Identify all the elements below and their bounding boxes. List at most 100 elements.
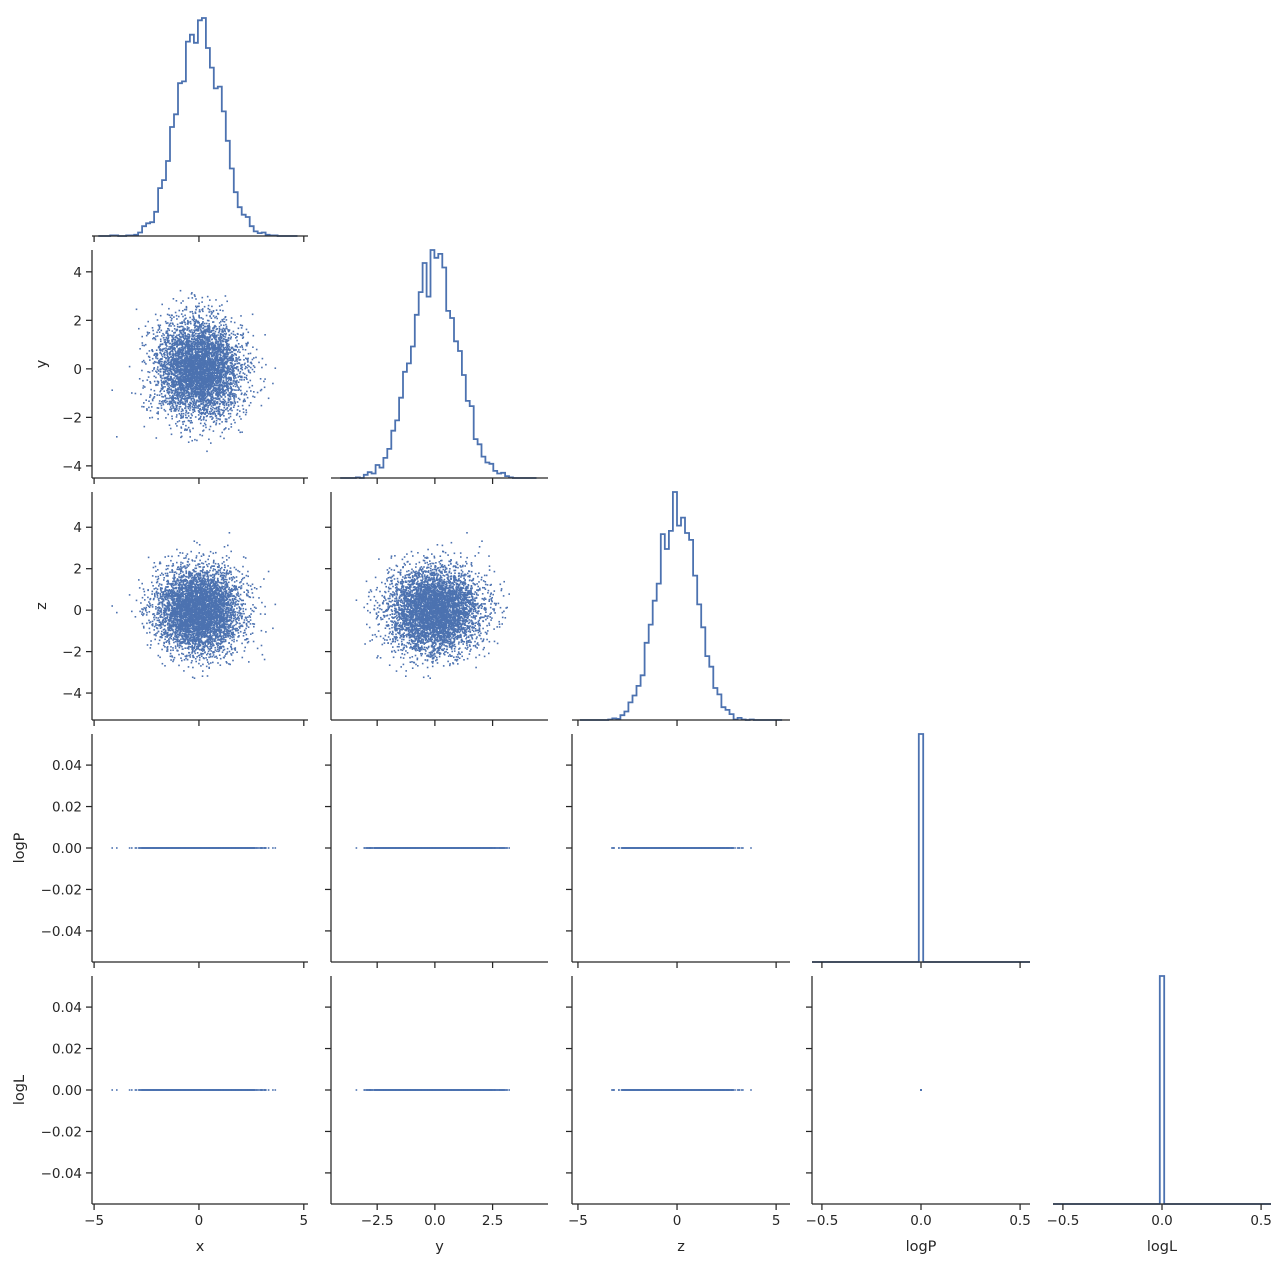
- scatter-point: [254, 371, 256, 373]
- scatter-point: [176, 406, 178, 408]
- scatter-point: [225, 396, 227, 398]
- scatter-point: [163, 390, 165, 392]
- scatter-point: [262, 358, 264, 360]
- scatter-point: [169, 424, 171, 426]
- scatter-point: [188, 415, 190, 417]
- scatter-point: [157, 384, 159, 386]
- scatter-point: [190, 417, 192, 419]
- scatter-point: [247, 382, 249, 384]
- scatter-point: [147, 371, 149, 373]
- scatter-point: [216, 318, 218, 320]
- scatter-point: [176, 300, 178, 302]
- scatter-point: [247, 397, 249, 399]
- scatter-point: [242, 347, 244, 349]
- scatter-point: [208, 413, 210, 415]
- scatter-point: [158, 382, 160, 384]
- scatter-point: [161, 304, 163, 306]
- scatter-point: [204, 323, 206, 325]
- scatter-point: [152, 327, 154, 329]
- scatter-point: [148, 376, 150, 378]
- scatter-point: [198, 303, 200, 305]
- scatter-point: [238, 429, 240, 431]
- scatter-point: [240, 371, 242, 373]
- scatter-point: [240, 386, 242, 388]
- scatter-point: [177, 326, 179, 328]
- scatter-point: [161, 330, 163, 332]
- scatter-point: [176, 416, 178, 418]
- scatter-point: [169, 314, 171, 316]
- scatter-point: [236, 374, 238, 376]
- scatter-point: [185, 414, 187, 416]
- scatter-point: [146, 409, 148, 411]
- scatter-point: [209, 299, 211, 301]
- scatter-point: [187, 320, 189, 322]
- scatter-point: [228, 417, 230, 419]
- scatter-point: [111, 389, 113, 391]
- scatter-point: [144, 362, 146, 364]
- scatter-point: [228, 428, 230, 430]
- scatter-point: [180, 290, 182, 292]
- scatter-point: [235, 349, 237, 351]
- scatter-point: [216, 338, 218, 340]
- histogram-x: [98, 18, 297, 236]
- scatter-point: [116, 436, 118, 438]
- scatter-point: [163, 404, 165, 406]
- scatter-point: [211, 317, 213, 319]
- scatter-point: [184, 357, 186, 359]
- scatter-point: [231, 410, 233, 412]
- scatter-point: [141, 336, 143, 338]
- scatter-point: [147, 321, 149, 323]
- scatter-point: [241, 327, 243, 329]
- scatter-point: [220, 342, 222, 344]
- scatter-point: [144, 386, 146, 388]
- scatter-point: [233, 331, 235, 333]
- scatter-point: [233, 406, 235, 408]
- scatter-point: [208, 439, 210, 441]
- scatter-point: [216, 422, 218, 424]
- scatter-point: [180, 432, 182, 434]
- scatter-point: [162, 396, 164, 398]
- scatter-point: [226, 347, 228, 349]
- scatter-point: [188, 441, 190, 443]
- scatter-point: [149, 350, 151, 352]
- scatter-point: [177, 421, 179, 423]
- scatter-point: [238, 349, 240, 351]
- scatter-point: [154, 376, 156, 378]
- scatter-point: [131, 392, 133, 394]
- scatter-point: [207, 412, 209, 414]
- scatter-point: [158, 373, 160, 375]
- scatter-point: [203, 402, 205, 404]
- scatter-point: [231, 423, 233, 425]
- scatter-point: [168, 346, 170, 348]
- scatter-point: [188, 297, 190, 299]
- scatter-point: [223, 410, 225, 412]
- scatter-point: [228, 380, 230, 382]
- scatter-point: [230, 321, 232, 323]
- histogram-step-x: [98, 18, 297, 236]
- scatter-point: [155, 377, 157, 379]
- scatter-point: [224, 321, 226, 323]
- scatter-point: [165, 347, 167, 349]
- scatter-point: [201, 325, 203, 327]
- scatter-point: [242, 325, 244, 327]
- scatter-point: [162, 402, 164, 404]
- scatter-point: [191, 413, 193, 415]
- scatter-point: [141, 406, 143, 408]
- scatter-point: [219, 305, 221, 307]
- scatter-point: [208, 305, 210, 307]
- scatter-point: [209, 416, 211, 418]
- scatter-point: [225, 336, 227, 338]
- scatter-point: [253, 357, 255, 359]
- scatter-point: [169, 367, 171, 369]
- panel-x-vs-x: [92, 18, 308, 242]
- scatter-point: [235, 334, 237, 336]
- scatter-point: [223, 325, 225, 327]
- scatter-point: [153, 363, 155, 365]
- scatter-point: [241, 379, 243, 381]
- scatter-point: [250, 380, 252, 382]
- scatter-point: [220, 309, 222, 311]
- scatter-point: [215, 411, 217, 413]
- scatter-point: [190, 311, 192, 313]
- scatter-point: [243, 355, 245, 357]
- scatter-point: [181, 413, 183, 415]
